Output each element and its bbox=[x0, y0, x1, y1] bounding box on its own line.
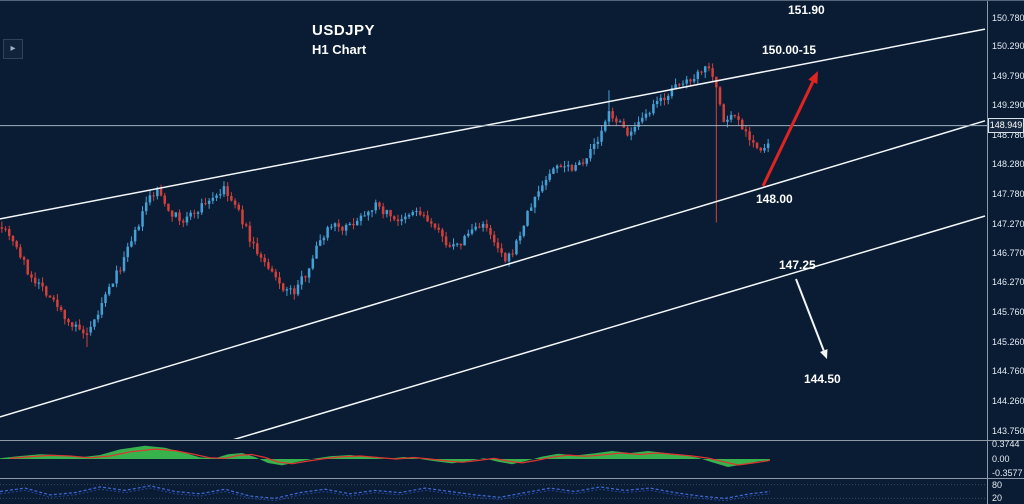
oscillator-signal-line bbox=[9, 448, 771, 466]
oscillator-area bbox=[0, 445, 770, 467]
bullish-projection-arrow-head bbox=[808, 71, 818, 84]
price-axis-label: 144.260 bbox=[992, 395, 1024, 406]
indicator-axis-label: 0.00 bbox=[992, 454, 1010, 464]
price-axis-label: 150.290 bbox=[992, 41, 1024, 52]
indicator-axis-label: 80 bbox=[992, 480, 1003, 490]
one-click-trading-toggle[interactable]: ▸ bbox=[3, 39, 23, 59]
price-axis-label: 143.750 bbox=[992, 425, 1024, 436]
price-target-label: 148.00 bbox=[756, 192, 793, 206]
stochastic-main-line bbox=[0, 485, 771, 500]
current-price-badge: 148.949 bbox=[988, 118, 1024, 134]
indicator-axis-label: -0.3577 bbox=[992, 468, 1023, 478]
price-axis-label: 148.280 bbox=[992, 159, 1024, 170]
price-axis-label: 147.780 bbox=[992, 188, 1024, 199]
price-axis-label: 145.760 bbox=[992, 307, 1024, 318]
price-axis-label: 147.270 bbox=[992, 218, 1024, 229]
bearish-projection-arrow-head bbox=[820, 349, 828, 359]
price-axis-label: 150.780 bbox=[992, 12, 1024, 23]
price-target-label: 147.25 bbox=[779, 258, 816, 272]
price-axis-label: 149.790 bbox=[992, 70, 1024, 81]
resistance-line bbox=[0, 28, 986, 220]
price-axis-label: 148.780 bbox=[992, 129, 1024, 140]
indicator-axis-label: 0.3744 bbox=[992, 439, 1020, 449]
channel-low-line bbox=[233, 215, 986, 439]
symbol-label: USDJPY bbox=[312, 22, 376, 39]
price-axis-label: 144.760 bbox=[992, 366, 1024, 377]
candles-layer bbox=[0, 62, 770, 347]
trendlines-layer bbox=[0, 28, 986, 439]
indicator-axis-label: 20 bbox=[992, 493, 1003, 503]
channel-mid-line bbox=[0, 120, 986, 418]
bearish-projection-arrow bbox=[795, 278, 825, 351]
price-axis-label: 146.770 bbox=[992, 248, 1024, 259]
price-axis-label: 149.290 bbox=[992, 100, 1024, 111]
price-axis-label: 146.270 bbox=[992, 277, 1024, 288]
chart-title: USDJPY H1 Chart bbox=[312, 21, 375, 59]
price-target-label: 144.50 bbox=[804, 372, 841, 386]
timeframe-label: H1 Chart bbox=[312, 42, 367, 58]
price-target-label: 151.90 bbox=[788, 3, 825, 17]
price-target-label: 150.00-15 bbox=[762, 43, 817, 57]
expand-arrow-icon: ▸ bbox=[10, 43, 16, 54]
price-axis-label: 145.260 bbox=[992, 336, 1024, 347]
stochastic-signal-line bbox=[0, 487, 771, 502]
bullish-projection-arrow bbox=[761, 81, 815, 187]
